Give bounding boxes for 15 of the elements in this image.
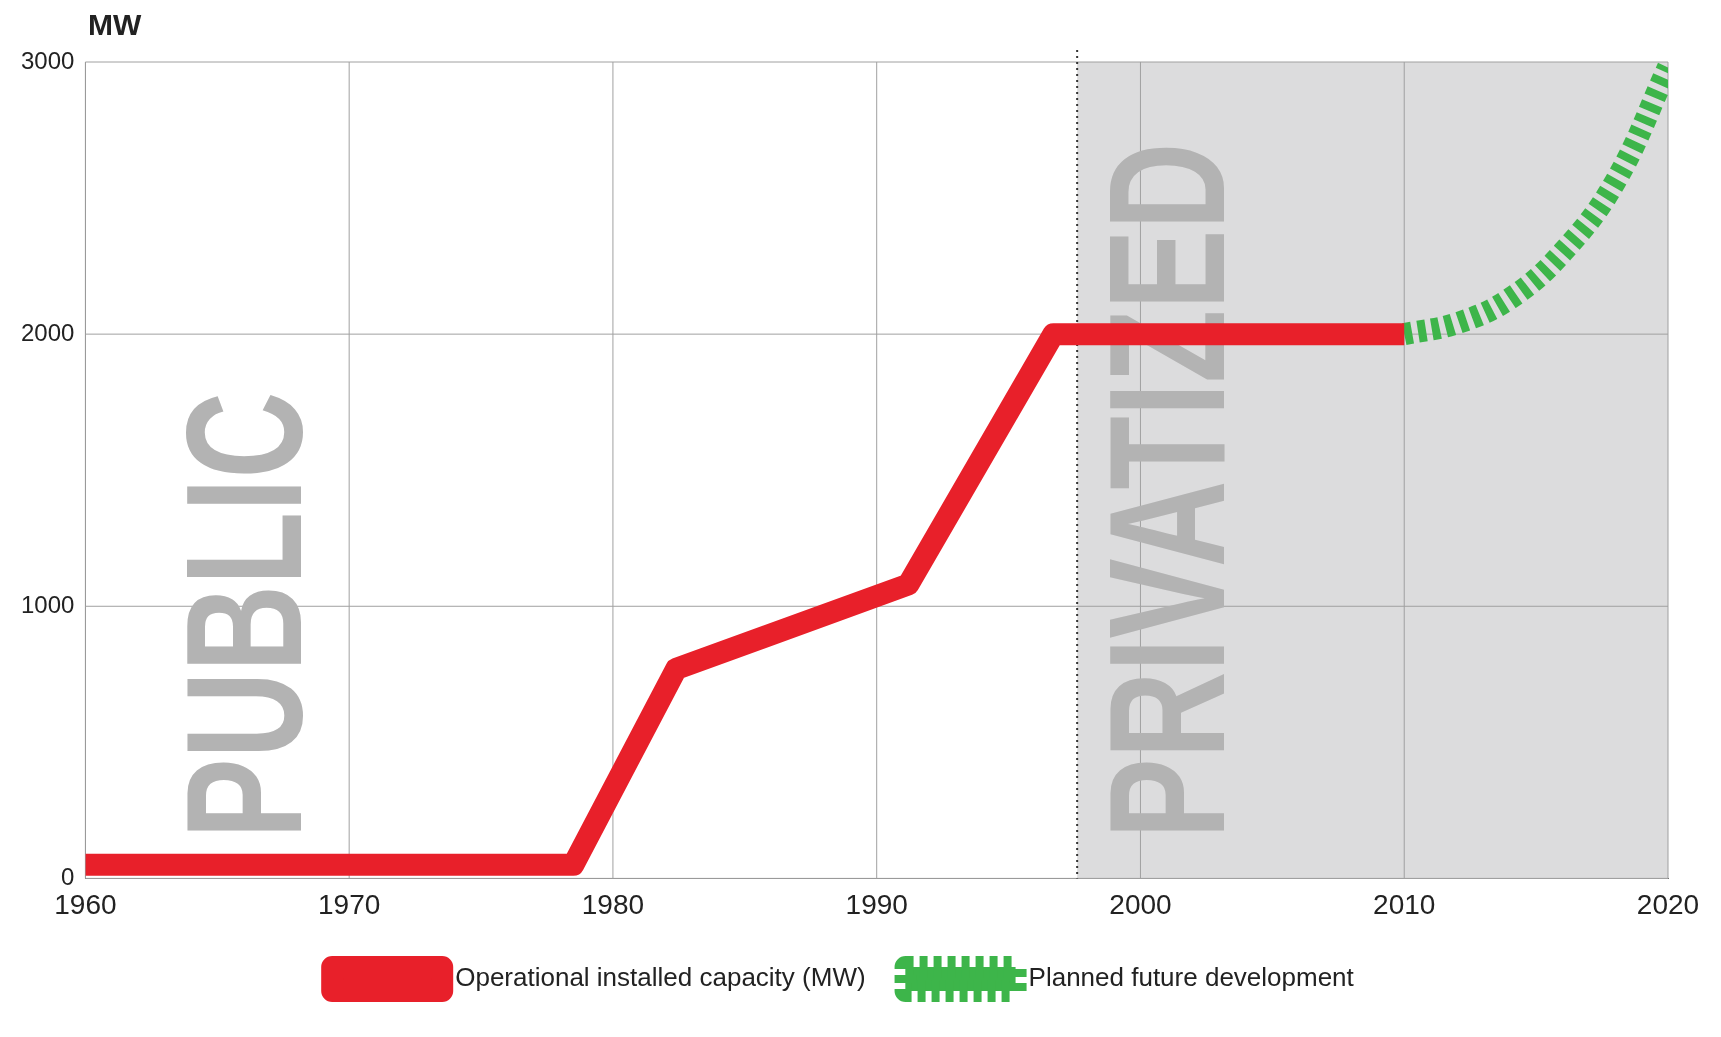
x-tick-label: 1970 (318, 888, 381, 920)
x-tick-label: 2000 (1109, 888, 1172, 920)
x-tick-label: 1980 (581, 888, 645, 920)
y-axis-title: MW (88, 8, 143, 42)
x-tick-label: 2020 (1636, 888, 1700, 920)
y-tick-label: 3000 (21, 46, 75, 74)
y-tick-label: 0 (61, 863, 75, 891)
legend-label: Operational installed capacity (MW) (455, 962, 866, 993)
legend-label: Planned future development (1028, 962, 1355, 993)
x-tick-label: 2010 (1373, 888, 1436, 920)
y-tick-label: 1000 (21, 590, 75, 618)
y-tick-label: 2000 (21, 318, 75, 346)
x-tick-label: 1960 (54, 888, 117, 920)
x-tick-label: 1990 (845, 888, 908, 920)
annotation: PUBLIC (151, 391, 337, 839)
